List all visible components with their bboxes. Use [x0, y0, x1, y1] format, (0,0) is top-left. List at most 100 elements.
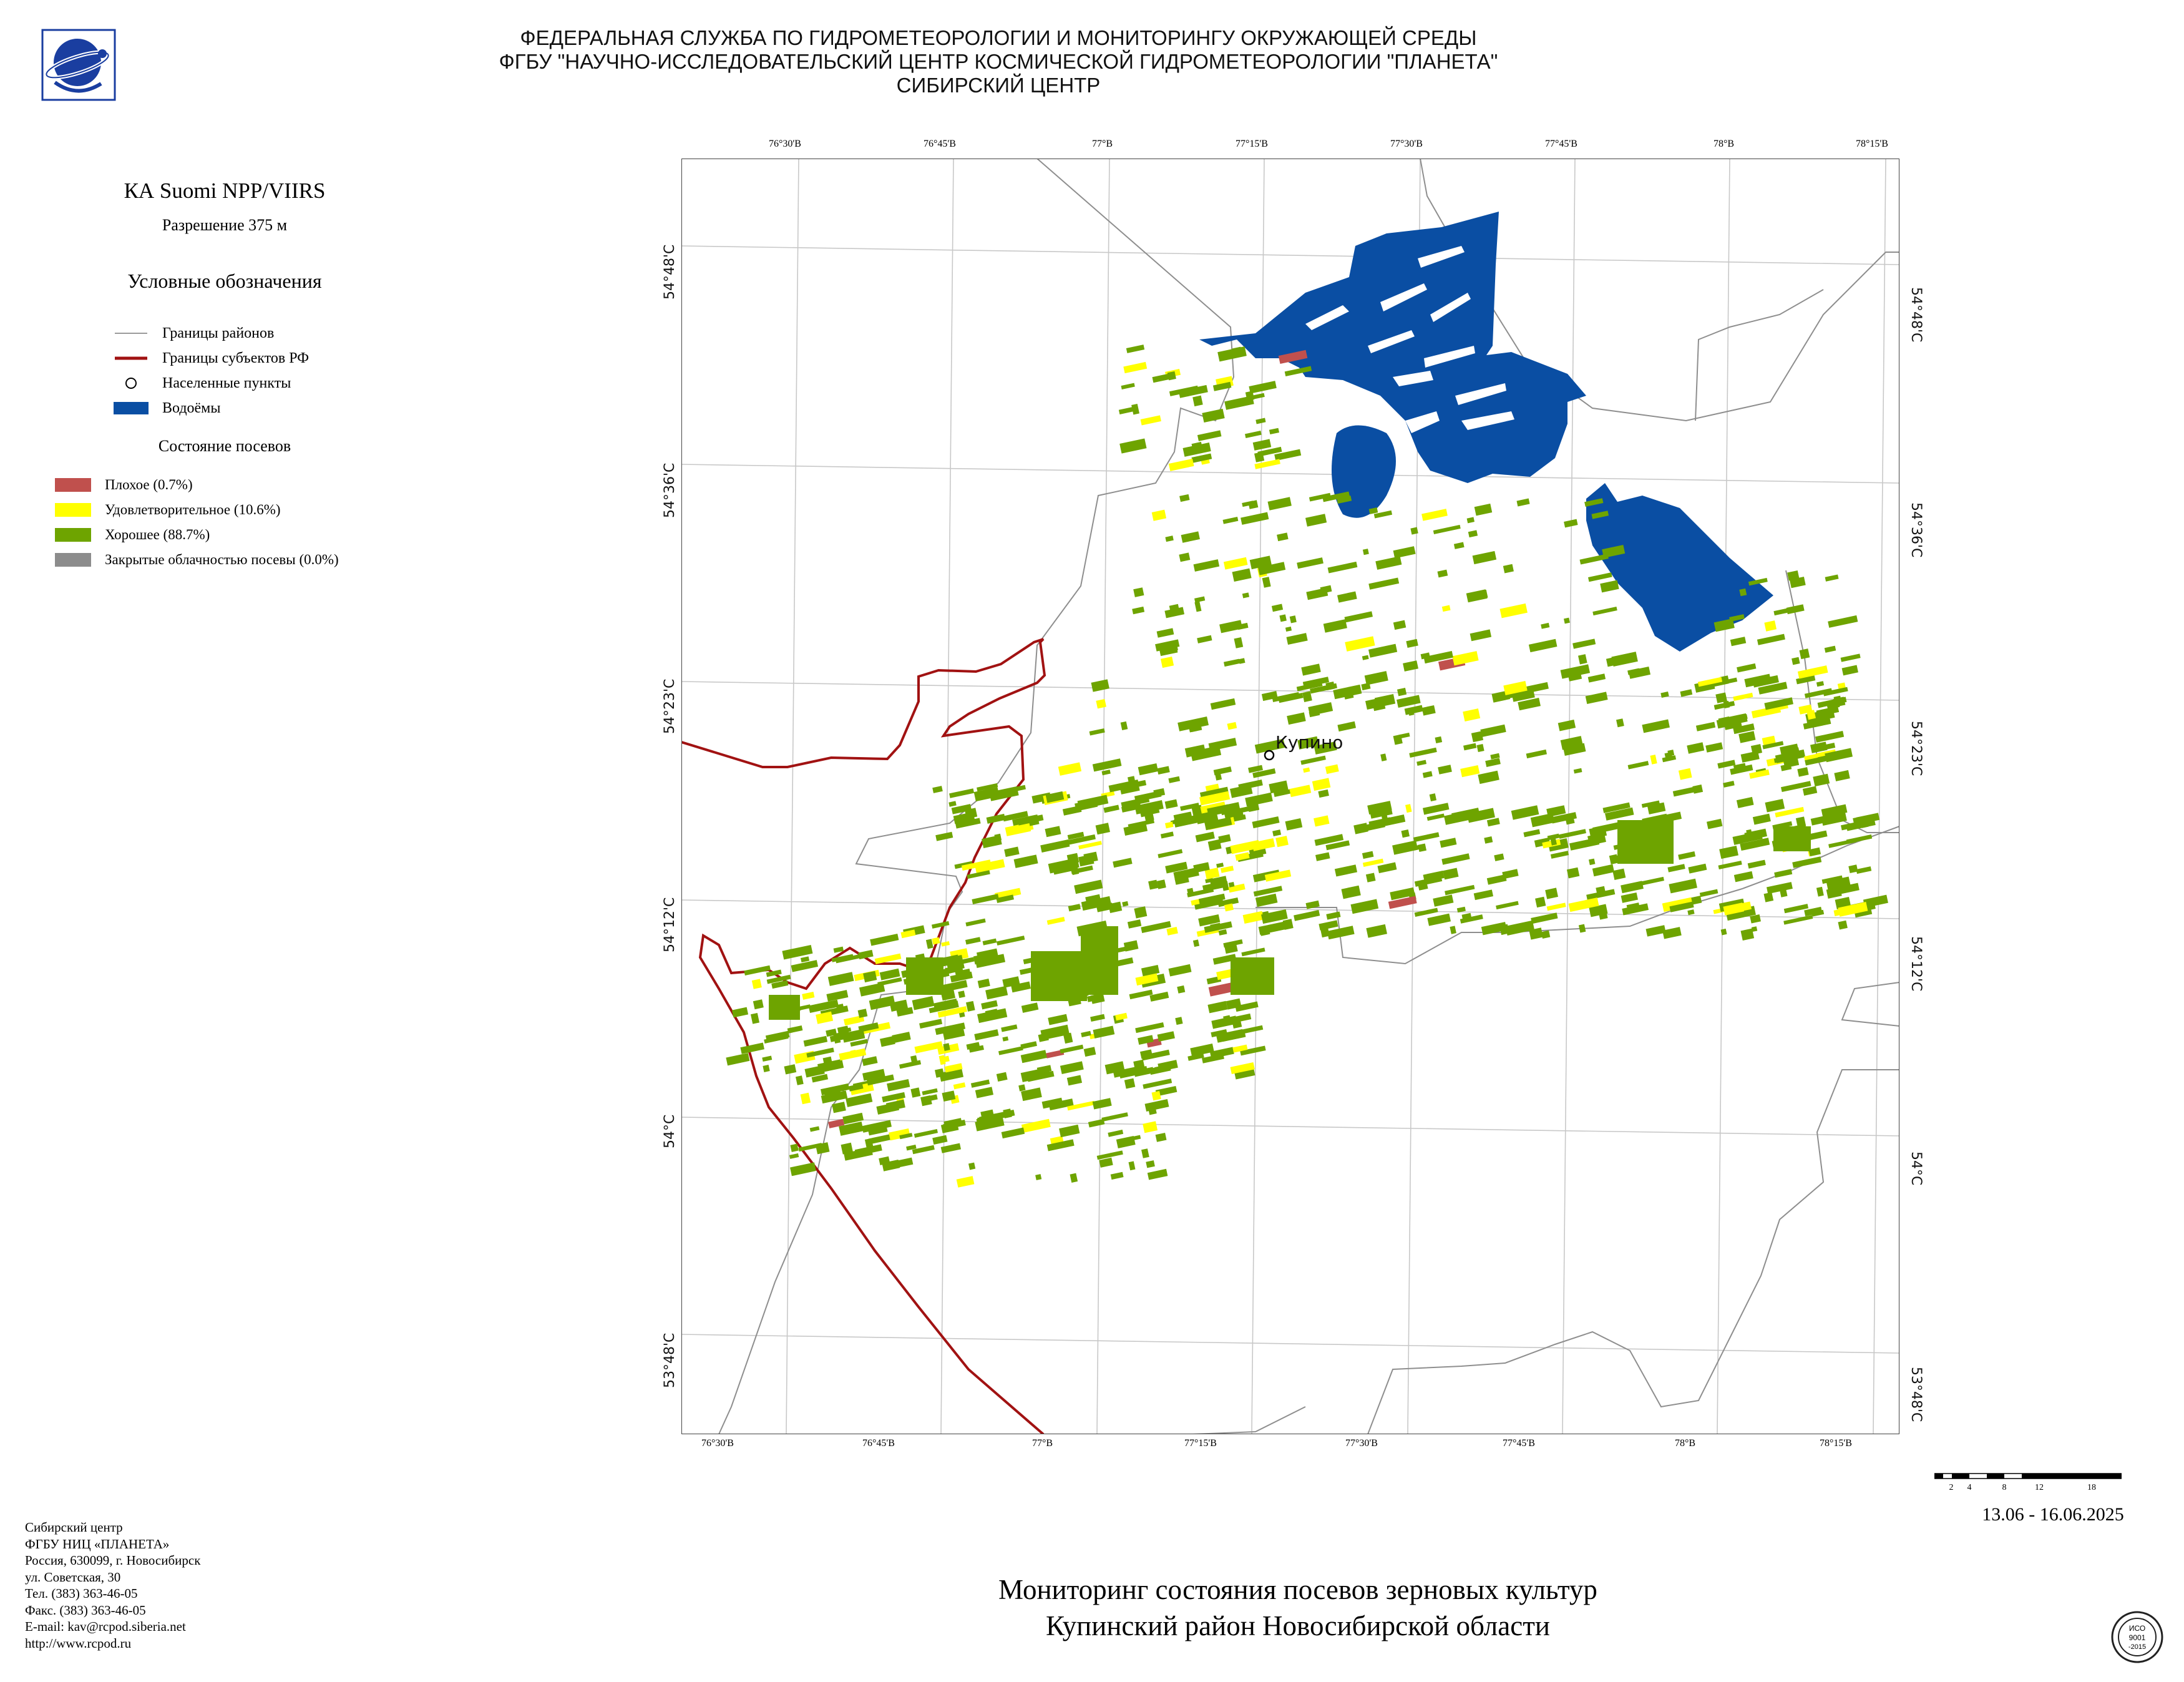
field-patch [1123, 361, 1148, 374]
field-patch [1026, 1070, 1055, 1082]
field-patch [1476, 589, 1488, 600]
legend-item-region-borders: Границы субъектов РФ [112, 347, 309, 369]
field-patch [1730, 764, 1753, 775]
field-patch [1118, 406, 1135, 414]
field-patch [1018, 1084, 1026, 1092]
crop-item-poor: Плохое (0.7%) [55, 474, 193, 496]
field-patch [1289, 785, 1312, 798]
field-patch [879, 1156, 890, 1166]
field-patch [1345, 636, 1375, 652]
field-patch [1323, 619, 1347, 633]
field-patch [766, 969, 782, 977]
field-patch [1408, 708, 1415, 716]
field-patch [1478, 770, 1499, 785]
field-patch [1205, 878, 1214, 884]
scale-label: 4 [1967, 1483, 1972, 1492]
field-patch [1287, 712, 1306, 725]
left-tick: 53°48'С [662, 1333, 678, 1388]
field-patch [1350, 899, 1379, 914]
legend-item-district-borders: Границы районов [112, 322, 274, 345]
field-patch [1848, 864, 1858, 874]
field-patch [1314, 815, 1330, 827]
field-patch [887, 1078, 910, 1092]
legend-label: Границы субъектов РФ [162, 350, 310, 366]
field-patch [1297, 736, 1319, 750]
field-patch [1213, 766, 1232, 776]
field-patch [1421, 509, 1448, 521]
field-patch [1216, 969, 1234, 980]
field-patch [1297, 557, 1324, 569]
field-patch [1127, 919, 1142, 929]
field-patch [922, 1088, 938, 1095]
field-patch [1365, 697, 1385, 710]
field-patch [935, 831, 953, 841]
field-block [1773, 826, 1811, 851]
field-patch [1758, 682, 1788, 695]
field-patch [1123, 823, 1148, 836]
field-patch [1558, 720, 1576, 731]
field-patch [1301, 663, 1321, 676]
field-patch [1662, 927, 1682, 939]
field-patch [1181, 531, 1200, 543]
field-patch [1119, 438, 1147, 454]
field-block [769, 995, 800, 1020]
field-patch [1798, 704, 1813, 715]
field-patch [839, 1121, 864, 1136]
field-patch [986, 813, 1006, 824]
field-patch [1804, 753, 1818, 761]
field-patch [1752, 813, 1771, 825]
field-patch [1147, 1168, 1168, 1180]
field-patch [1040, 1024, 1070, 1040]
field-patch [1751, 926, 1758, 932]
crop-map: Купино [681, 159, 1899, 1434]
field-patch [925, 939, 934, 949]
field-patch [1254, 738, 1285, 754]
field-patch [940, 1143, 962, 1153]
field-patch [1341, 885, 1361, 899]
field-patch [1393, 620, 1406, 630]
field-patch [1285, 818, 1303, 831]
field-patch [1157, 1031, 1175, 1042]
field-patch [1710, 678, 1729, 688]
water-islands [1305, 246, 1514, 433]
field-patch [1235, 1001, 1259, 1012]
field-patch [1397, 695, 1421, 708]
contact-line: Факс. (383) 363-46-05 [25, 1602, 146, 1618]
field-patch [1060, 1061, 1084, 1075]
field-patch [726, 1053, 750, 1066]
legend-title: Условные обозначения [127, 270, 322, 292]
field-patch [1719, 845, 1738, 859]
field-patch [1227, 721, 1237, 730]
field-patch [843, 1016, 860, 1026]
field-patch [765, 1030, 790, 1042]
field-patch [1572, 736, 1581, 745]
field-patch [1215, 773, 1222, 781]
field-patch [798, 1143, 822, 1152]
field-patch [1040, 839, 1070, 853]
field-patch [1089, 728, 1105, 736]
field-patch [1168, 776, 1181, 783]
field-patch [1045, 1049, 1065, 1059]
graticule [681, 159, 1899, 1434]
field-patch [1821, 875, 1843, 884]
field-patch [1490, 753, 1500, 760]
field-patch [1840, 653, 1861, 662]
field-patch [1234, 637, 1244, 648]
field-patch [912, 995, 935, 1010]
field-patch [1433, 894, 1454, 907]
field-patch [1821, 812, 1847, 826]
field-patch [982, 938, 997, 946]
field-patch [1669, 901, 1694, 912]
field-patch [920, 1095, 932, 1107]
field-patch [1065, 834, 1096, 846]
field-patch [1091, 679, 1109, 692]
iso-text: ИСО [2129, 1624, 2145, 1633]
field-patch [1121, 803, 1141, 813]
field-patch [889, 1128, 910, 1141]
field-patch [919, 1019, 943, 1029]
field-patch [1569, 837, 1600, 851]
field-patch [1141, 1049, 1170, 1061]
field-patch [1816, 886, 1824, 897]
field-patch [1585, 692, 1608, 705]
field-patch [1278, 693, 1304, 703]
